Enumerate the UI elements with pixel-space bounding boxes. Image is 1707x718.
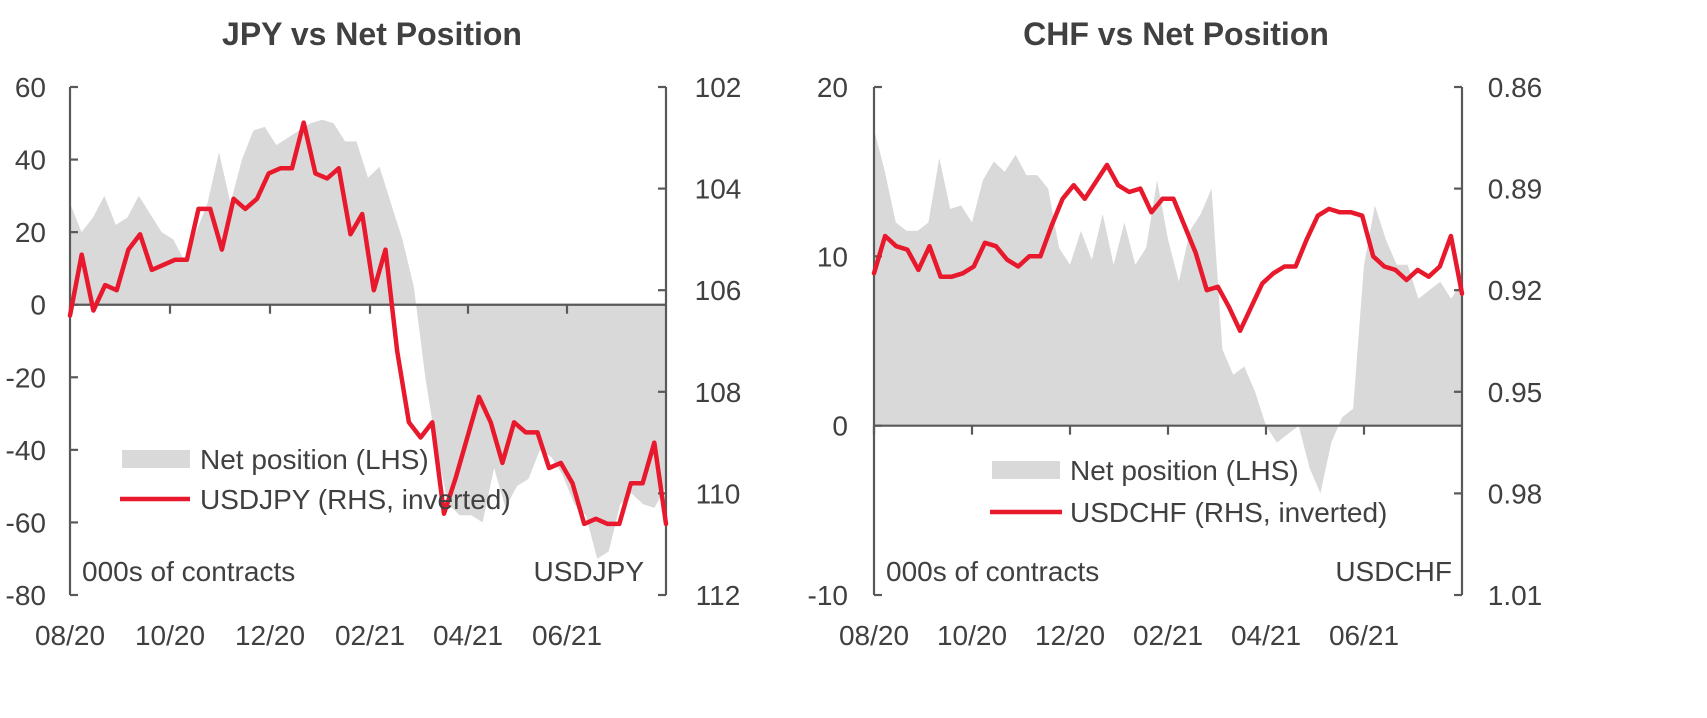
legend-area-swatch bbox=[992, 461, 1060, 479]
left-tick-label: -80 bbox=[6, 580, 46, 611]
right-axis-note: USDJPY bbox=[534, 556, 645, 587]
net-position-area-0 bbox=[70, 119, 666, 559]
legend-area-label: Net position (LHS) bbox=[200, 444, 429, 475]
legend-area-swatch bbox=[122, 450, 190, 468]
right-tick-label: 0.89 bbox=[1488, 174, 1543, 205]
x-tick-label: 02/21 bbox=[335, 620, 405, 651]
left-tick-label: -20 bbox=[6, 362, 46, 393]
right-tick-label: 102 bbox=[695, 72, 742, 103]
legend-line-label: USDJPY (RHS, inverted) bbox=[200, 484, 511, 515]
left-tick-label: -10 bbox=[808, 580, 848, 611]
right-tick-label: 1.01 bbox=[1488, 580, 1543, 611]
x-tick-label: 04/21 bbox=[1231, 620, 1301, 651]
usd-rate-line-1 bbox=[871, 162, 1465, 334]
chart-title: CHF vs Net Position bbox=[1023, 16, 1329, 52]
x-tick-label: 10/20 bbox=[135, 620, 205, 651]
x-tick-label: 06/21 bbox=[1329, 620, 1399, 651]
chart-title: JPY vs Net Position bbox=[222, 16, 522, 52]
right-tick-label: 108 bbox=[695, 377, 742, 408]
left-tick-label: 0 bbox=[30, 290, 46, 321]
left-tick-label: 40 bbox=[15, 145, 46, 176]
right-tick-label: 0.95 bbox=[1488, 377, 1543, 408]
left-axis-unit-note: 000s of contracts bbox=[82, 556, 295, 587]
net-position-area-1 bbox=[874, 129, 1462, 494]
right-tick-label: 0.98 bbox=[1488, 478, 1543, 509]
x-tick-label: 12/20 bbox=[1035, 620, 1105, 651]
right-tick-label: 110 bbox=[696, 478, 741, 509]
legend-line-label: USDCHF (RHS, inverted) bbox=[1070, 497, 1387, 528]
right-tick-label: 104 bbox=[695, 174, 742, 205]
left-tick-label: 60 bbox=[15, 72, 46, 103]
x-tick-label: 02/21 bbox=[1133, 620, 1203, 651]
legend-area-label: Net position (LHS) bbox=[1070, 455, 1299, 486]
left-tick-label: 20 bbox=[817, 72, 848, 103]
left-axis-unit-note: 000s of contracts bbox=[886, 556, 1099, 587]
left-tick-label: -40 bbox=[6, 435, 46, 466]
left-tick-label: 10 bbox=[817, 241, 848, 272]
x-tick-label: 12/20 bbox=[235, 620, 305, 651]
right-axis-note: USDCHF bbox=[1335, 556, 1452, 587]
left-tick-label: 20 bbox=[15, 217, 46, 248]
x-tick-label: 06/21 bbox=[532, 620, 602, 651]
right-tick-label: 106 bbox=[695, 275, 742, 306]
right-tick-label: 0.92 bbox=[1488, 275, 1543, 306]
x-tick-label: 08/20 bbox=[839, 620, 909, 651]
right-tick-label: 0.86 bbox=[1488, 72, 1543, 103]
left-tick-label: -60 bbox=[6, 507, 46, 538]
usd-rate-line-0 bbox=[67, 120, 669, 527]
x-tick-label: 04/21 bbox=[433, 620, 503, 651]
x-tick-label: 10/20 bbox=[937, 620, 1007, 651]
right-tick-label: 112 bbox=[696, 580, 741, 611]
x-tick-label: 08/20 bbox=[35, 620, 105, 651]
left-tick-label: 0 bbox=[832, 411, 848, 442]
